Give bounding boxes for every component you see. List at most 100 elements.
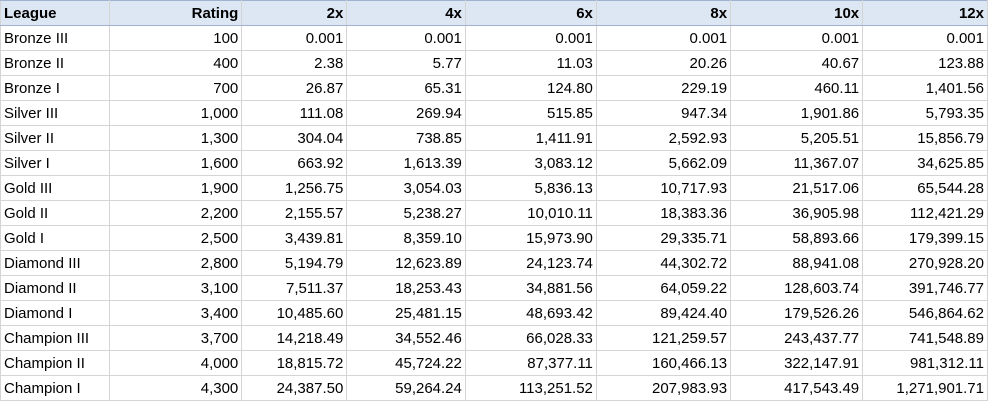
cell-rating[interactable]: 100 xyxy=(109,25,243,51)
cell-league[interactable]: Silver III xyxy=(0,100,111,126)
cell-2x[interactable]: 10,485.60 xyxy=(241,300,348,326)
cell-league[interactable]: Silver II xyxy=(0,125,111,151)
cell-rating[interactable]: 3,400 xyxy=(109,300,243,326)
cell-2x[interactable]: 663.92 xyxy=(241,150,348,176)
header-6x[interactable]: 6x xyxy=(464,0,597,26)
cell-8x[interactable]: 44,302.72 xyxy=(595,250,732,276)
cell-8x[interactable]: 5,662.09 xyxy=(595,150,732,176)
cell-10x[interactable]: 460.11 xyxy=(730,75,864,101)
cell-4x[interactable]: 65.31 xyxy=(346,75,466,101)
cell-league[interactable]: Champion I xyxy=(0,375,111,401)
cell-2x[interactable]: 111.08 xyxy=(241,100,348,126)
cell-rating[interactable]: 4,300 xyxy=(109,375,243,401)
cell-10x[interactable]: 36,905.98 xyxy=(730,200,864,226)
cell-4x[interactable]: 18,253.43 xyxy=(346,275,466,301)
cell-2x[interactable]: 18,815.72 xyxy=(241,350,348,376)
cell-4x[interactable]: 269.94 xyxy=(346,100,466,126)
cell-8x[interactable]: 89,424.40 xyxy=(595,300,732,326)
cell-8x[interactable]: 18,383.36 xyxy=(595,200,732,226)
header-10x[interactable]: 10x xyxy=(730,0,864,26)
cell-12x[interactable]: 5,793.35 xyxy=(862,100,988,126)
cell-2x[interactable]: 3,439.81 xyxy=(241,225,348,251)
cell-10x[interactable]: 40.67 xyxy=(730,50,864,76)
cell-6x[interactable]: 24,123.74 xyxy=(464,250,597,276)
cell-rating[interactable]: 700 xyxy=(109,75,243,101)
cell-8x[interactable]: 160,466.13 xyxy=(595,350,732,376)
cell-2x[interactable]: 2,155.57 xyxy=(241,200,348,226)
cell-8x[interactable]: 64,059.22 xyxy=(595,275,732,301)
header-league[interactable]: League xyxy=(0,0,111,26)
header-4x[interactable]: 4x xyxy=(346,0,466,26)
cell-8x[interactable]: 0.001 xyxy=(595,25,732,51)
cell-6x[interactable]: 48,693.42 xyxy=(464,300,597,326)
cell-league[interactable]: Champion II xyxy=(0,350,111,376)
cell-rating[interactable]: 2,500 xyxy=(109,225,243,251)
cell-12x[interactable]: 1,271,901.71 xyxy=(862,375,988,401)
cell-8x[interactable]: 20.26 xyxy=(595,50,732,76)
cell-12x[interactable]: 546,864.62 xyxy=(862,300,988,326)
cell-2x[interactable]: 2.38 xyxy=(241,50,348,76)
cell-10x[interactable]: 1,901.86 xyxy=(730,100,864,126)
cell-4x[interactable]: 1,613.39 xyxy=(346,150,466,176)
cell-2x[interactable]: 304.04 xyxy=(241,125,348,151)
cell-10x[interactable]: 5,205.51 xyxy=(730,125,864,151)
cell-10x[interactable]: 322,147.91 xyxy=(730,350,864,376)
cell-10x[interactable]: 21,517.06 xyxy=(730,175,864,201)
header-2x[interactable]: 2x xyxy=(241,0,348,26)
cell-league[interactable]: Gold III xyxy=(0,175,111,201)
cell-12x[interactable]: 741,548.89 xyxy=(862,325,988,351)
header-rating[interactable]: Rating xyxy=(109,0,243,26)
cell-2x[interactable]: 1,256.75 xyxy=(241,175,348,201)
header-8x[interactable]: 8x xyxy=(595,0,732,26)
cell-league[interactable]: Champion III xyxy=(0,325,111,351)
cell-8x[interactable]: 229.19 xyxy=(595,75,732,101)
cell-2x[interactable]: 26.87 xyxy=(241,75,348,101)
cell-12x[interactable]: 34,625.85 xyxy=(862,150,988,176)
cell-8x[interactable]: 207,983.93 xyxy=(595,375,732,401)
cell-12x[interactable]: 1,401.56 xyxy=(862,75,988,101)
cell-8x[interactable]: 10,717.93 xyxy=(595,175,732,201)
cell-rating[interactable]: 1,000 xyxy=(109,100,243,126)
cell-12x[interactable]: 391,746.77 xyxy=(862,275,988,301)
cell-league[interactable]: Gold II xyxy=(0,200,111,226)
cell-rating[interactable]: 2,800 xyxy=(109,250,243,276)
cell-12x[interactable]: 179,399.15 xyxy=(862,225,988,251)
cell-8x[interactable]: 121,259.57 xyxy=(595,325,732,351)
cell-league[interactable]: Silver I xyxy=(0,150,111,176)
cell-6x[interactable]: 87,377.11 xyxy=(464,350,597,376)
cell-league[interactable]: Bronze II xyxy=(0,50,111,76)
cell-10x[interactable]: 417,543.49 xyxy=(730,375,864,401)
cell-6x[interactable]: 10,010.11 xyxy=(464,200,597,226)
cell-league[interactable]: Gold I xyxy=(0,225,111,251)
cell-4x[interactable]: 0.001 xyxy=(346,25,466,51)
cell-12x[interactable]: 123.88 xyxy=(862,50,988,76)
cell-6x[interactable]: 11.03 xyxy=(464,50,597,76)
cell-10x[interactable]: 11,367.07 xyxy=(730,150,864,176)
cell-league[interactable]: Bronze III xyxy=(0,25,111,51)
cell-12x[interactable]: 65,544.28 xyxy=(862,175,988,201)
cell-league[interactable]: Diamond III xyxy=(0,250,111,276)
cell-8x[interactable]: 29,335.71 xyxy=(595,225,732,251)
cell-rating[interactable]: 400 xyxy=(109,50,243,76)
cell-4x[interactable]: 25,481.15 xyxy=(346,300,466,326)
cell-4x[interactable]: 738.85 xyxy=(346,125,466,151)
cell-6x[interactable]: 113,251.52 xyxy=(464,375,597,401)
cell-rating[interactable]: 3,700 xyxy=(109,325,243,351)
cell-6x[interactable]: 0.001 xyxy=(464,25,597,51)
cell-6x[interactable]: 124.80 xyxy=(464,75,597,101)
cell-4x[interactable]: 59,264.24 xyxy=(346,375,466,401)
cell-rating[interactable]: 3,100 xyxy=(109,275,243,301)
cell-league[interactable]: Diamond I xyxy=(0,300,111,326)
cell-rating[interactable]: 2,200 xyxy=(109,200,243,226)
cell-6x[interactable]: 515.85 xyxy=(464,100,597,126)
cell-10x[interactable]: 88,941.08 xyxy=(730,250,864,276)
cell-2x[interactable]: 5,194.79 xyxy=(241,250,348,276)
cell-10x[interactable]: 58,893.66 xyxy=(730,225,864,251)
cell-2x[interactable]: 24,387.50 xyxy=(241,375,348,401)
cell-6x[interactable]: 66,028.33 xyxy=(464,325,597,351)
cell-6x[interactable]: 34,881.56 xyxy=(464,275,597,301)
cell-4x[interactable]: 5.77 xyxy=(346,50,466,76)
cell-10x[interactable]: 128,603.74 xyxy=(730,275,864,301)
cell-10x[interactable]: 0.001 xyxy=(730,25,864,51)
cell-12x[interactable]: 0.001 xyxy=(862,25,988,51)
